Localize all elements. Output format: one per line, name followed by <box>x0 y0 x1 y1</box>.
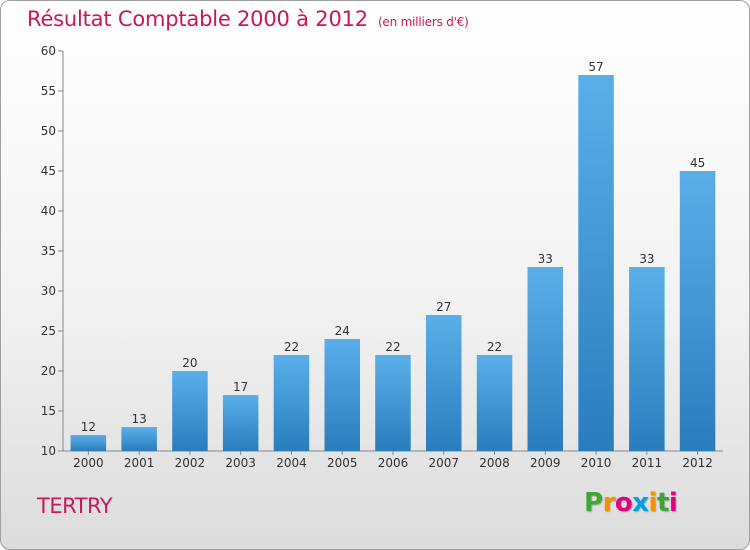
data-label-2008: 22 <box>487 340 502 354</box>
y-tick-label: 55 <box>41 84 56 98</box>
data-label-2006: 22 <box>385 340 400 354</box>
x-tick-label-2001: 2001 <box>124 456 155 470</box>
y-tick-label: 20 <box>41 364 56 378</box>
y-tick-label: 35 <box>41 244 56 258</box>
chart-subtitle: (en milliers d'€) <box>377 15 469 29</box>
x-tick-label-2005: 2005 <box>327 456 358 470</box>
bar-2001 <box>121 427 157 451</box>
commune-name: TERTRY <box>37 494 113 518</box>
chart-title-text: Résultat Comptable 2000 à 2012 <box>27 7 368 31</box>
x-tick-label-2002: 2002 <box>175 456 206 470</box>
x-tick-label-2004: 2004 <box>276 456 307 470</box>
y-tick-label: 15 <box>41 404 56 418</box>
logo-letter: x <box>632 488 649 518</box>
y-tick-label: 45 <box>41 164 56 178</box>
x-tick-label-2003: 2003 <box>225 456 256 470</box>
x-tick-label-2011: 2011 <box>632 456 663 470</box>
bar-2011 <box>629 267 665 451</box>
bar-2002 <box>172 371 208 451</box>
bar-2003 <box>222 395 259 451</box>
x-tick-label-2012: 2012 <box>682 456 713 470</box>
x-tick-label-2008: 2008 <box>479 456 510 470</box>
bar-2006 <box>375 355 411 451</box>
data-label-2011: 33 <box>639 252 654 266</box>
bar-2004 <box>273 355 310 451</box>
logo-letter: i <box>648 488 658 518</box>
logo-letter: i <box>668 488 678 518</box>
x-tick-label-2009: 2009 <box>530 456 561 470</box>
bar-2008 <box>476 355 513 451</box>
bar-2009 <box>527 267 563 451</box>
data-label-2010: 57 <box>588 60 603 74</box>
y-tick-label: 40 <box>41 204 56 218</box>
data-label-2012: 45 <box>690 156 705 170</box>
data-label-2007: 27 <box>436 300 451 314</box>
y-tick-label: 10 <box>41 444 56 458</box>
x-tick-label-2006: 2006 <box>378 456 409 470</box>
data-label-2004: 22 <box>284 340 299 354</box>
logo-letter: o <box>614 488 633 518</box>
x-tick-label-2000: 2000 <box>73 456 104 470</box>
y-tick-label: 25 <box>41 324 56 338</box>
y-tick-label: 30 <box>41 284 56 298</box>
logo-letter: P <box>584 488 603 518</box>
chart-title: Résultat Comptable 2000 à 2012 (en millie… <box>27 7 469 31</box>
chart-bars <box>70 75 716 451</box>
bar-2010 <box>578 75 614 451</box>
y-tick-label: 50 <box>41 124 56 138</box>
data-label-2002: 20 <box>182 356 197 370</box>
data-label-2003: 17 <box>233 380 248 394</box>
x-tick-label-2010: 2010 <box>581 456 612 470</box>
bar-2012 <box>679 171 716 451</box>
data-label-2005: 24 <box>335 324 350 338</box>
chart-axes: 10 15 20 25 30 35 40 45 50 55 60 <box>41 44 723 458</box>
proxiti-logo[interactable]: Proxiti <box>584 488 678 518</box>
chart-labels: 2000 12 2001 13 2002 20 2003 17 2004 22 2005 24 2006… <box>73 60 713 470</box>
data-label-2009: 33 <box>538 252 553 266</box>
x-tick-label-2007: 2007 <box>428 456 459 470</box>
bar-2005 <box>324 339 360 451</box>
logo-letter: t <box>656 488 669 518</box>
bar-2007 <box>426 315 462 451</box>
logo-letter: r <box>602 488 616 518</box>
data-label-2001: 13 <box>132 412 147 426</box>
y-tick-label: 60 <box>41 44 56 58</box>
bar-2000 <box>70 435 107 451</box>
data-label-2000: 12 <box>81 420 96 434</box>
